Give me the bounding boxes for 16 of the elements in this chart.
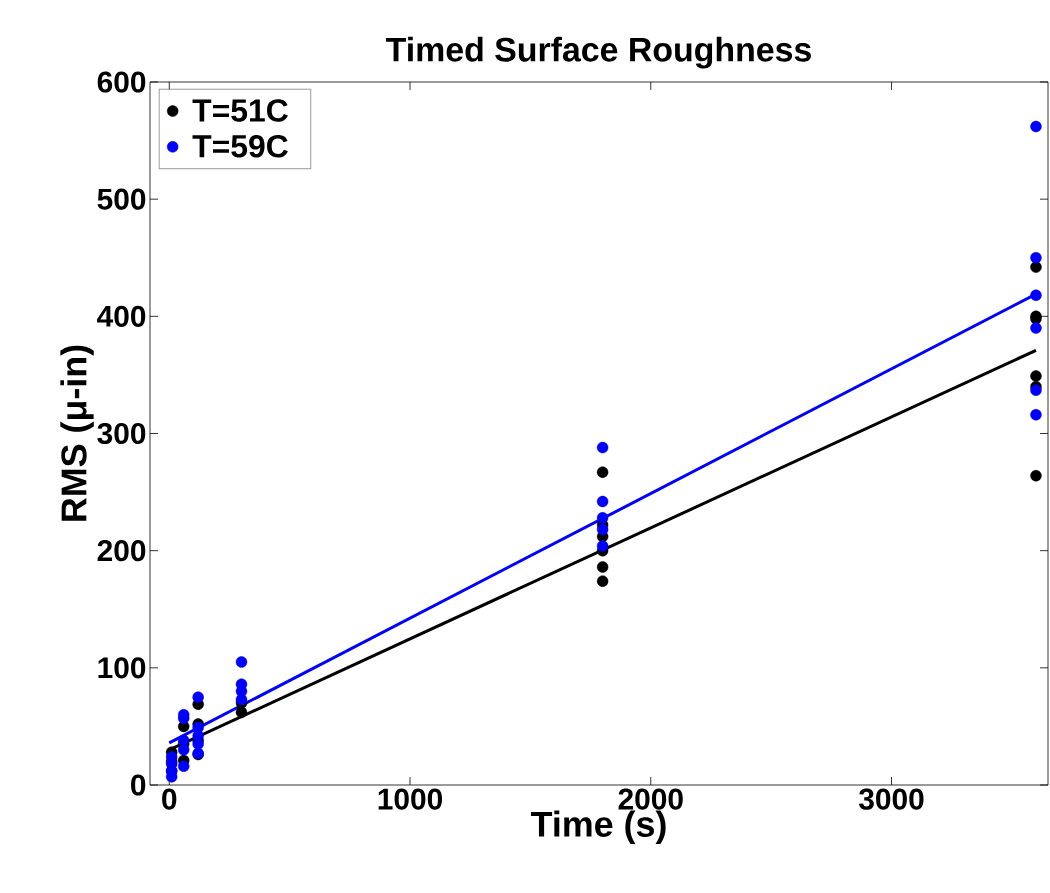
y-axis-title: RMS (μ-in) — [60, 345, 94, 521]
x-tick-label: 3000 — [858, 788, 924, 810]
x-axis-title: Time (s) — [530, 810, 666, 844]
y-tick-label: 600 — [97, 71, 146, 93]
chart-title: Timed Surface Roughness — [386, 36, 811, 69]
y-tick-label: 300 — [97, 422, 146, 445]
x-tick-label: 2000 — [618, 788, 683, 810]
x-tick-label: 0 — [162, 788, 177, 810]
legend-label: T=59C — [192, 134, 288, 158]
legend-label: T=51C — [192, 99, 288, 122]
y-tick-label: 200 — [97, 540, 146, 562]
y-tick-label: 100 — [98, 657, 146, 679]
y-tick-label: 500 — [97, 188, 146, 210]
x-tick-label: 1000 — [378, 788, 443, 810]
y-tick-label: 0 — [131, 774, 146, 796]
y-tick-label: 400 — [97, 305, 146, 327]
